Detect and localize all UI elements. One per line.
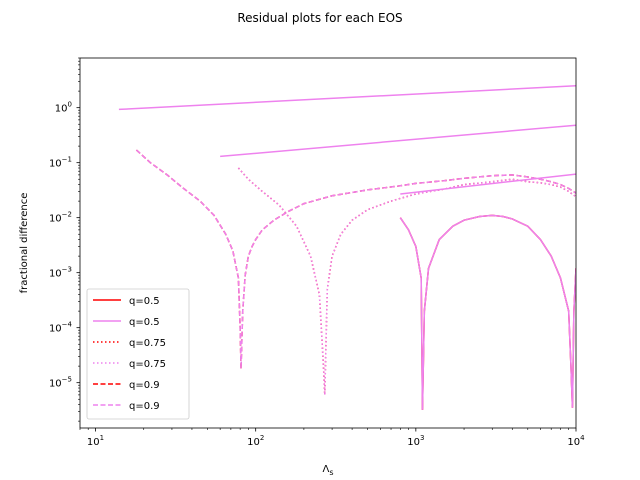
x-tick-label-2: 103 (407, 434, 424, 448)
legend-label-5: q=0.9 (129, 401, 160, 412)
series-line-3 (237, 167, 576, 395)
x-axis-label: Λs (322, 464, 333, 477)
legend: q=0.5 q=0.5 q=0.75 q=0.75 q=0.9 q=0.9 (86, 288, 190, 420)
y-tick-label-base-5: 10 (55, 104, 68, 115)
y-tick-label-base-1: 10 (49, 324, 62, 335)
y-tick-label-base-3: 10 (49, 214, 62, 225)
x-tick-label-base-1: 10 (247, 437, 260, 448)
x-tick-label-base-0: 10 (87, 437, 100, 448)
x-tick-label-exp-3: 4 (580, 434, 585, 442)
legend-label-1: q=0.5 (129, 317, 160, 328)
y-tick-label-exp-4: −1 (62, 156, 72, 164)
x-axis-label-main: Λ (322, 464, 329, 475)
y-tick-label-2: 10−3 (49, 266, 72, 280)
series-line-8 (400, 173, 576, 195)
y-axis-label: fractional difference (19, 193, 30, 294)
y-tick-label-5: 100 (55, 101, 72, 115)
y-tick-label-base-4: 10 (49, 159, 62, 170)
x-tick-label-base-3: 10 (567, 437, 580, 448)
series-line-6 (118, 85, 576, 111)
y-tick-label-exp-0: −5 (62, 376, 72, 384)
y-tick-label-exp-3: −2 (62, 211, 72, 219)
x-tick-label-exp-1: 2 (260, 434, 264, 442)
y-tick-label-base-2: 10 (49, 269, 62, 280)
y-tick-label-exp-1: −4 (62, 321, 73, 329)
legend-label-2: q=0.75 (129, 338, 166, 349)
x-tick-label-base-2: 10 (407, 437, 420, 448)
legend-label-0: q=0.5 (129, 296, 160, 307)
y-tick-label-base-0: 10 (49, 379, 62, 390)
y-tick-label-exp-5: 0 (68, 101, 72, 109)
x-tick-label-exp-2: 3 (420, 434, 424, 442)
y-tick-label-exp-2: −3 (62, 266, 72, 274)
series-line-5 (135, 149, 576, 369)
y-tick-label-1: 10−4 (49, 321, 73, 335)
series-line-1 (399, 214, 576, 410)
chart-title: Residual plots for each EOS (237, 11, 402, 25)
axes-frame (79, 57, 577, 429)
y-tick-label-4: 10−1 (49, 156, 72, 170)
y-tick-label-0: 10−5 (49, 376, 72, 390)
series-line-7 (220, 124, 576, 158)
x-tick-label-1: 102 (247, 434, 264, 448)
series-group (118, 85, 576, 410)
legend-box (86, 288, 190, 420)
y-tick-label-3: 10−2 (49, 211, 72, 225)
legend-label-4: q=0.9 (129, 380, 160, 391)
x-tick-label-exp-0: 1 (100, 434, 104, 442)
x-tick-label-0: 101 (87, 434, 104, 448)
x-axis-label-sub: s (329, 468, 333, 477)
legend-label-3: q=0.75 (129, 359, 166, 370)
x-tick-label-3: 104 (567, 434, 585, 448)
